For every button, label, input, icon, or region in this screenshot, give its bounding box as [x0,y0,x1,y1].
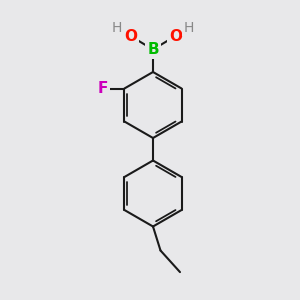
Text: O: O [124,28,137,44]
Text: H: H [112,21,122,34]
Text: H: H [184,21,194,34]
Text: O: O [169,28,182,44]
Text: F: F [98,81,108,96]
Text: B: B [147,42,159,57]
